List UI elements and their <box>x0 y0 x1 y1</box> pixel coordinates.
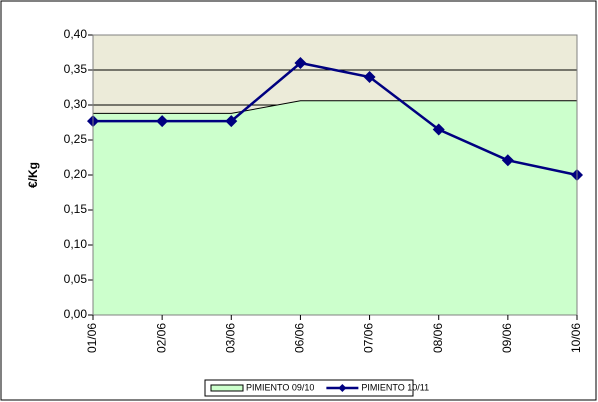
legend-swatch <box>210 384 244 392</box>
x-tick-label: 07/06 <box>362 323 376 353</box>
area <box>92 100 578 316</box>
y-tick-label: 0,20 <box>64 167 88 181</box>
y-tick-label: 0,30 <box>64 97 88 111</box>
x-tick-label: 03/06 <box>223 323 237 353</box>
marker <box>225 115 238 128</box>
legend-box <box>204 379 414 397</box>
marker <box>363 71 376 83</box>
y-tick-label: 0,00 <box>64 307 88 321</box>
legend-marker <box>338 384 347 392</box>
x-tick-label: 02/06 <box>154 323 168 353</box>
plot-border <box>92 34 578 316</box>
x-tick-label: 08/06 <box>431 323 445 353</box>
x-tick-label: 10/06 <box>569 323 583 353</box>
x-tick-label: 01/06 <box>85 323 99 353</box>
y-tick-label: 0,40 <box>64 27 88 41</box>
y-tick-label: 0,25 <box>64 132 88 146</box>
y-tick-label: 0,10 <box>64 237 88 251</box>
legend-label: PIMIENTO 10/11 <box>361 382 429 392</box>
y-tick-label: 0,35 <box>64 62 88 76</box>
legend: PIMIENTO 09/10 PIMIENTO 10/11 <box>204 379 429 397</box>
marker <box>432 123 445 136</box>
x-tick-label: 06/06 <box>293 323 307 353</box>
y-axis-label: €/Kg <box>26 162 40 188</box>
x-tick-label: 09/06 <box>500 323 514 353</box>
line <box>93 61 578 177</box>
legend-label: PIMIENTO 09/10 <box>246 382 314 392</box>
y-tick-label: 0,15 <box>64 202 88 216</box>
marker <box>294 57 307 69</box>
y-tick-label: 0,05 <box>64 272 88 286</box>
marker <box>501 154 514 167</box>
marker <box>156 115 169 128</box>
